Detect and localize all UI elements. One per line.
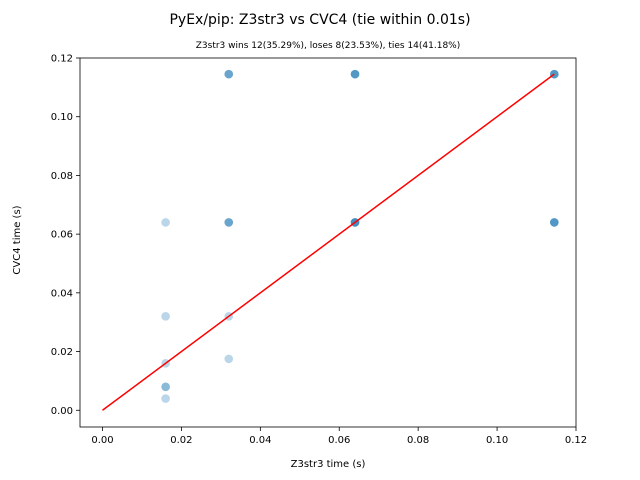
x-tick-label: 0.04 <box>249 435 271 446</box>
data-point <box>350 69 360 79</box>
data-point <box>549 218 559 227</box>
data-point <box>224 218 234 227</box>
data-point <box>549 218 559 227</box>
x-axis-label: Z3str3 time (s) <box>291 459 366 470</box>
axes-frame <box>79 57 577 428</box>
y-axis-label: CVC4 time (s) <box>12 205 23 274</box>
x-tick-label: 0.02 <box>170 435 192 446</box>
data-point <box>549 218 559 227</box>
y-tick-label: 0.04 <box>51 288 73 299</box>
data-point <box>161 312 170 321</box>
data-point <box>224 69 234 79</box>
data-point <box>350 69 360 79</box>
y-tick-label: 0.08 <box>51 171 73 182</box>
x-tick-label: 0.06 <box>328 435 350 446</box>
x-tick-label: 0.12 <box>565 435 587 446</box>
y-tick-label: 0.00 <box>51 406 73 417</box>
y-tick-label: 0.10 <box>51 112 73 123</box>
data-point <box>161 382 170 392</box>
x-tick-label: 0.10 <box>486 435 508 446</box>
x-tick-label: 0.00 <box>91 435 113 446</box>
chart-title: PyEx/pip: Z3str3 vs CVC4 (tie within 0.0… <box>169 12 470 28</box>
data-point <box>224 69 234 79</box>
y-tick-label: 0.12 <box>51 54 73 65</box>
data-point <box>224 69 234 79</box>
data-point <box>161 382 170 392</box>
data-point <box>224 218 234 227</box>
data-point <box>224 354 234 364</box>
data-point <box>161 218 170 227</box>
data-point <box>161 394 170 403</box>
plot-area: 0.00 0.02 0.04 0.06 0.08 0.10 0.12 0.00 0.02 0.04… <box>51 54 587 447</box>
data-point <box>549 218 559 227</box>
x-tick-label: 0.08 <box>407 435 429 446</box>
equality-line <box>102 73 555 411</box>
chart-subtitle: Z3str3 wins 12(35.29%), loses 8(23.53%),… <box>196 41 461 51</box>
y-tick-label: 0.06 <box>51 230 73 241</box>
data-point <box>350 69 360 79</box>
y-tick-label: 0.02 <box>51 347 73 358</box>
data-point <box>224 218 234 227</box>
data-point <box>350 69 360 79</box>
